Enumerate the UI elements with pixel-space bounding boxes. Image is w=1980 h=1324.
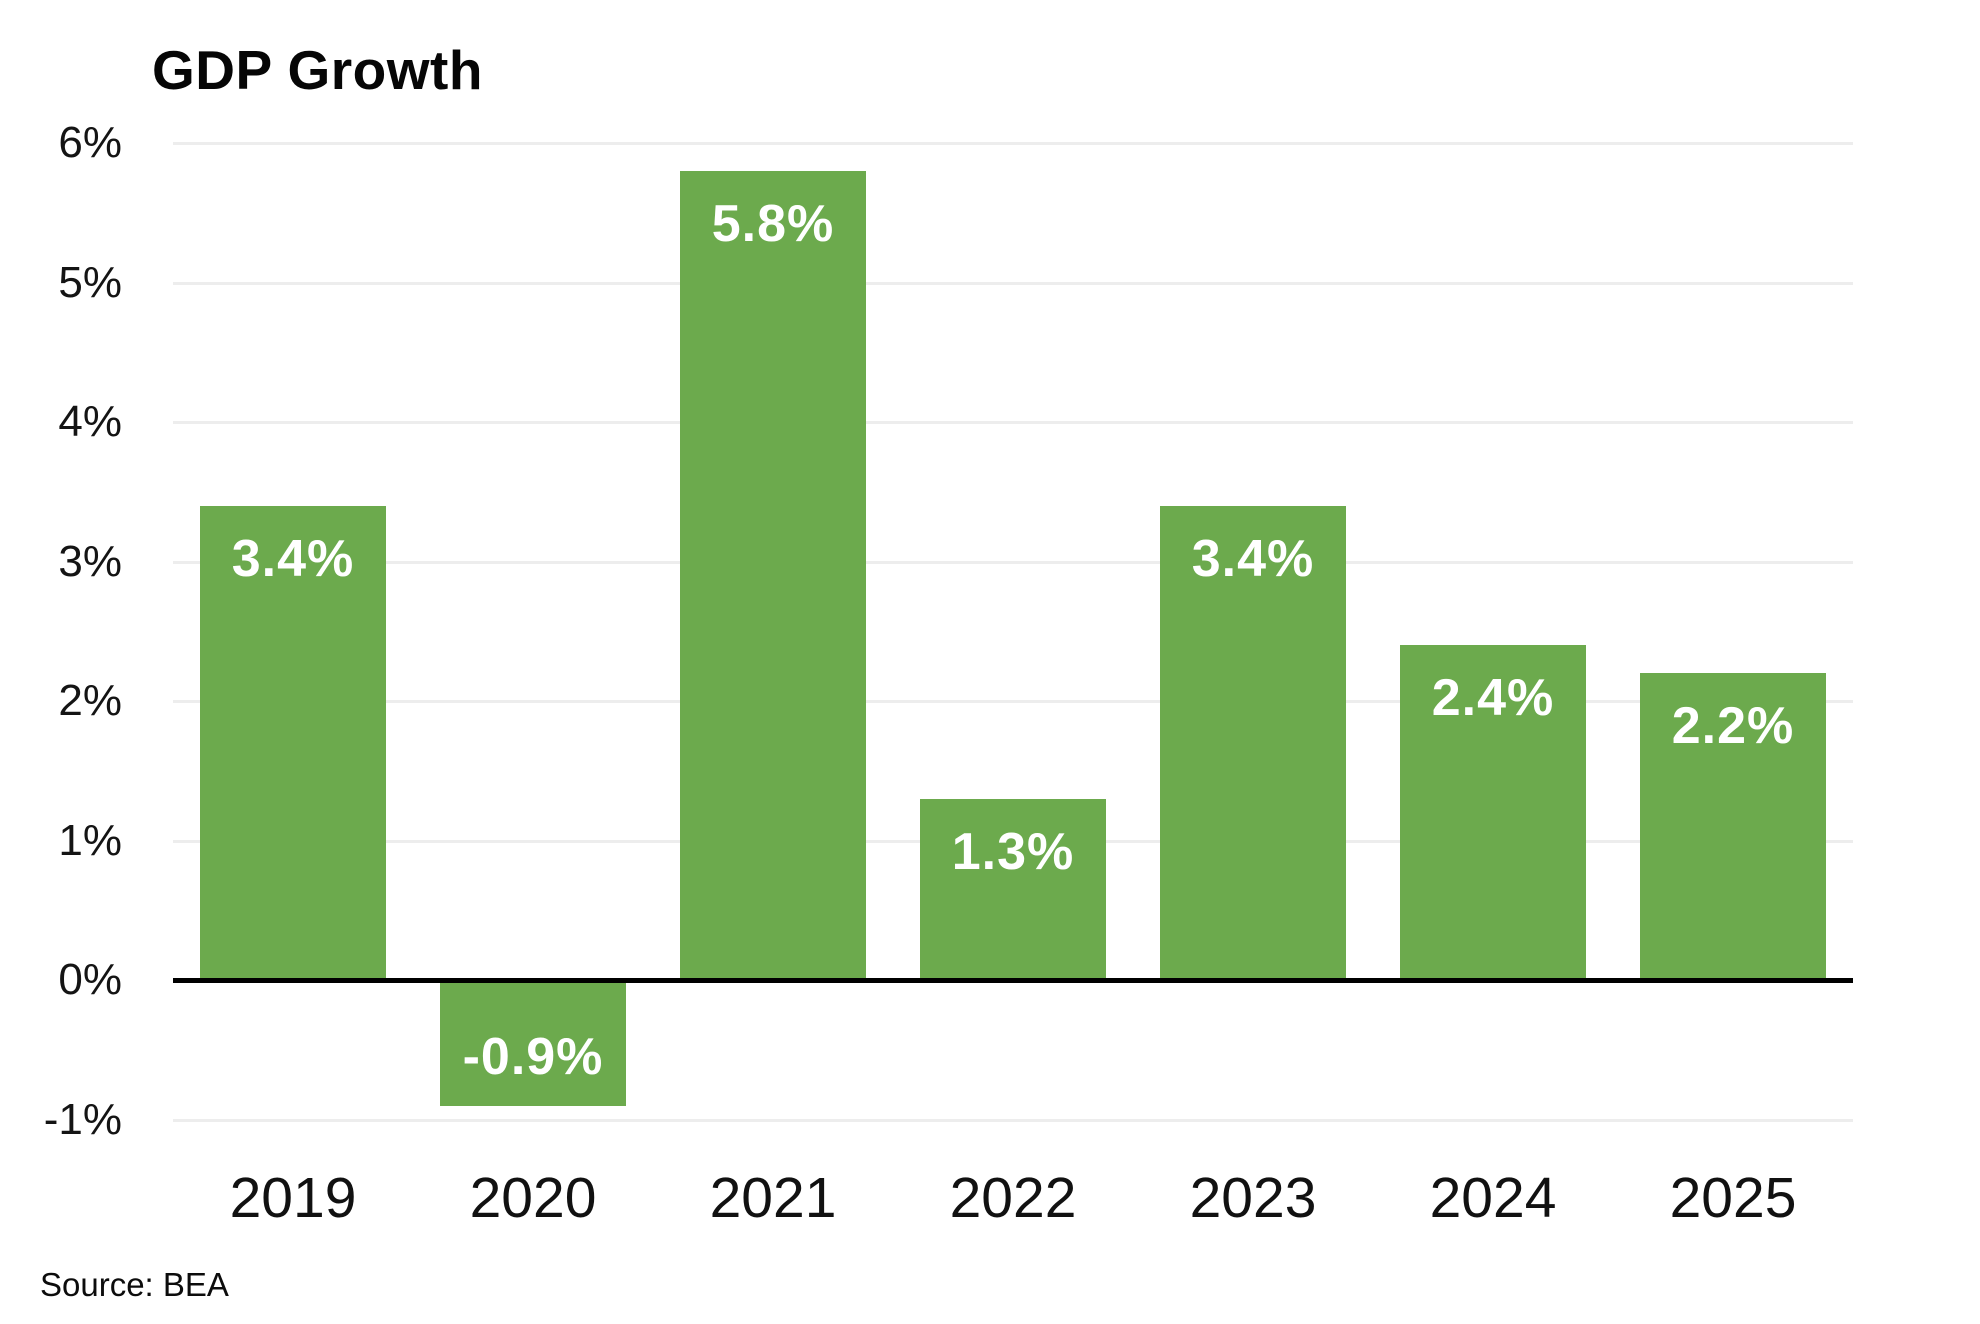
gridline-4% (173, 421, 1853, 424)
x-tick-label-2025: 2025 (1669, 1166, 1797, 1230)
bar-value-label-2019: 3.4% (231, 529, 355, 588)
y-tick-label-2%: 2% (58, 676, 122, 725)
bar-value-label-2020: -0.9% (462, 1027, 604, 1086)
y-tick-label--1%: -1% (43, 1094, 122, 1144)
x-axis-zero-line (173, 978, 1853, 983)
bar-value-label-2023: 3.4% (1191, 529, 1315, 588)
y-tick-label-3%: 3% (58, 536, 122, 586)
y-tick-label-0%: 0% (58, 955, 122, 1004)
bar-value-label-2022: 1.3% (951, 822, 1075, 881)
x-tick-label-2023: 2023 (1189, 1166, 1317, 1230)
x-tick-label-2020: 2020 (469, 1166, 597, 1230)
y-tick-label-1%: 1% (58, 815, 122, 865)
chart-title: GDP Growth (152, 39, 483, 101)
bar-value-label-2025: 2.2% (1671, 697, 1795, 756)
x-tick-label-2019: 2019 (229, 1166, 357, 1230)
bar-2022: 1.3% (920, 798, 1106, 980)
y-tick-label-5%: 5% (58, 257, 122, 307)
bar-2020: -0.9% (440, 980, 626, 1106)
x-tick-label-2024: 2024 (1429, 1166, 1557, 1230)
bar-2025: 2.2% (1640, 673, 1826, 980)
gridline-2% (173, 700, 1853, 703)
gridline-3% (173, 560, 1853, 564)
bar-2021: 5.8% (680, 170, 866, 980)
bar-2019: 3.4% (200, 505, 386, 980)
gridline-6% (173, 142, 1853, 145)
gridline--1% (173, 1118, 1853, 1122)
bar-value-label-2024: 2.4% (1431, 669, 1555, 728)
bar-value-label-2021: 5.8% (711, 194, 835, 253)
x-tick-label-2022: 2022 (949, 1166, 1077, 1230)
bar-2024: 2.4% (1400, 645, 1586, 980)
y-tick-label-6%: 6% (58, 118, 122, 167)
bar-2023: 3.4% (1160, 505, 1346, 980)
y-tick-label-4%: 4% (58, 397, 122, 446)
gridline-5% (173, 281, 1853, 285)
source-note: Source: BEA (40, 1266, 229, 1303)
x-tick-label-2021: 2021 (709, 1166, 837, 1230)
